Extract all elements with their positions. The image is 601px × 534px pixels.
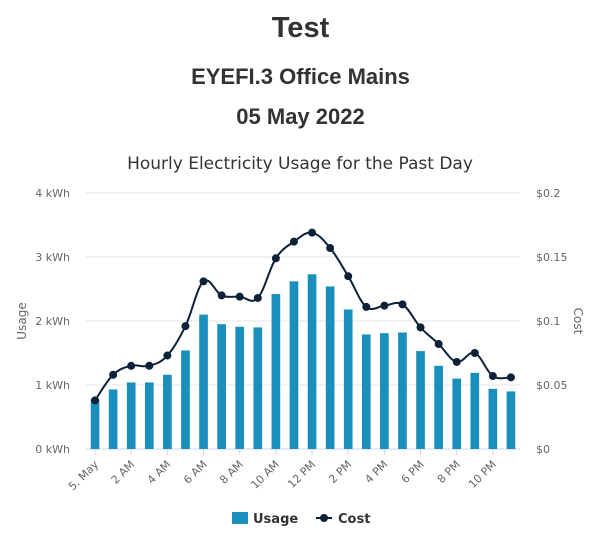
y-right-tick-label: $0.15 xyxy=(536,251,568,264)
cost-point[interactable] xyxy=(362,302,371,311)
x-tick-label: 10 AM xyxy=(248,458,282,492)
cost-point[interactable] xyxy=(235,292,244,301)
cost-point[interactable] xyxy=(488,372,497,381)
usage-bar[interactable] xyxy=(289,281,299,449)
usage-bar[interactable] xyxy=(434,365,443,449)
usage-bar[interactable] xyxy=(217,324,226,449)
cost-point[interactable] xyxy=(217,291,226,300)
usage-bar[interactable] xyxy=(90,399,100,449)
legend-cost-marker xyxy=(320,514,328,522)
cost-point[interactable] xyxy=(380,301,389,310)
cost-point[interactable] xyxy=(271,254,280,263)
cost-point[interactable] xyxy=(145,361,154,370)
cost-point[interactable] xyxy=(452,357,461,366)
cost-point[interactable] xyxy=(253,293,262,302)
usage-bar[interactable] xyxy=(488,388,498,449)
x-tick-label: 2 PM xyxy=(326,458,354,486)
cost-point[interactable] xyxy=(506,373,515,382)
usage-bar[interactable] xyxy=(325,286,335,449)
usage-bar[interactable] xyxy=(361,334,371,449)
report-title: Test xyxy=(271,12,330,44)
y-left-tick-label: 3 kWh xyxy=(35,251,70,264)
cost-line xyxy=(94,231,512,401)
device-name: EYEFI.3 Office Mains xyxy=(191,64,410,89)
cost-point[interactable] xyxy=(326,244,335,253)
x-tick-label: 8 AM xyxy=(217,458,246,487)
usage-bar[interactable] xyxy=(253,327,263,449)
y-right-tick-label: $0.1 xyxy=(536,315,561,328)
cost-point[interactable] xyxy=(199,277,208,286)
usage-bar[interactable] xyxy=(271,294,281,449)
usage-bar[interactable] xyxy=(126,382,136,449)
x-tick-label: 10 PM xyxy=(466,458,499,491)
x-tick-label: 6 AM xyxy=(181,458,210,487)
y-right-tick-label: $0.2 xyxy=(536,187,561,200)
x-tick-label: 5. May xyxy=(66,458,102,494)
usage-bar[interactable] xyxy=(416,351,425,449)
usage-bar[interactable] xyxy=(144,382,154,449)
legend-item-usage[interactable]: Usage xyxy=(232,512,298,527)
usage-bar[interactable] xyxy=(398,332,407,449)
chart-title: Hourly Electricity Usage for the Past Da… xyxy=(127,154,473,174)
cost-point[interactable] xyxy=(127,361,136,370)
cost-point[interactable] xyxy=(308,228,317,237)
usage-bar[interactable] xyxy=(199,314,208,449)
y-right-tick-label: $0.05 xyxy=(536,379,568,392)
x-tick-label: 2 AM xyxy=(109,458,138,487)
y-right-tick-label: $0 xyxy=(536,443,550,456)
usage-bar[interactable] xyxy=(235,326,245,449)
y-axis-right-label: Cost xyxy=(571,308,585,335)
legend-usage-label: Usage xyxy=(253,512,298,527)
usage-bar[interactable] xyxy=(452,378,462,449)
y-left-tick-label: 4 kWh xyxy=(35,187,70,200)
y-axis-left-label: Usage xyxy=(15,302,29,339)
x-tick-label: 4 PM xyxy=(362,458,390,486)
usage-bar[interactable] xyxy=(380,333,389,449)
legend-usage-swatch xyxy=(232,512,248,524)
cost-point[interactable] xyxy=(91,396,100,405)
x-tick-label: 6 PM xyxy=(399,458,427,486)
x-tick-label: 8 PM xyxy=(435,458,463,486)
usage-bar[interactable] xyxy=(470,372,480,449)
usage-bar[interactable] xyxy=(307,274,317,449)
y-left-tick-label: 2 kWh xyxy=(35,315,70,328)
cost-point[interactable] xyxy=(416,323,425,332)
y-left-tick-label: 0 kWh xyxy=(35,443,70,456)
cost-point[interactable] xyxy=(109,370,118,379)
cost-point[interactable] xyxy=(344,272,353,281)
usage-bar[interactable] xyxy=(163,374,172,449)
legend-cost-label: Cost xyxy=(338,512,370,527)
cost-point[interactable] xyxy=(470,349,479,357)
usage-bar[interactable] xyxy=(181,350,190,449)
cost-point[interactable] xyxy=(434,340,443,349)
cost-point[interactable] xyxy=(163,351,172,360)
usage-bar[interactable] xyxy=(343,309,353,449)
usage-bar[interactable] xyxy=(506,391,516,449)
report-date: 05 May 2022 xyxy=(236,104,365,129)
cost-point[interactable] xyxy=(398,300,407,309)
cost-point[interactable] xyxy=(289,237,298,246)
usage-bar[interactable] xyxy=(108,389,118,449)
y-left-tick-label: 1 kWh xyxy=(35,379,70,392)
x-tick-label: 4 AM xyxy=(145,458,174,487)
x-tick-label: 12 PM xyxy=(285,458,318,491)
legend-item-cost[interactable]: Cost xyxy=(316,512,370,527)
cost-point[interactable] xyxy=(181,322,190,331)
